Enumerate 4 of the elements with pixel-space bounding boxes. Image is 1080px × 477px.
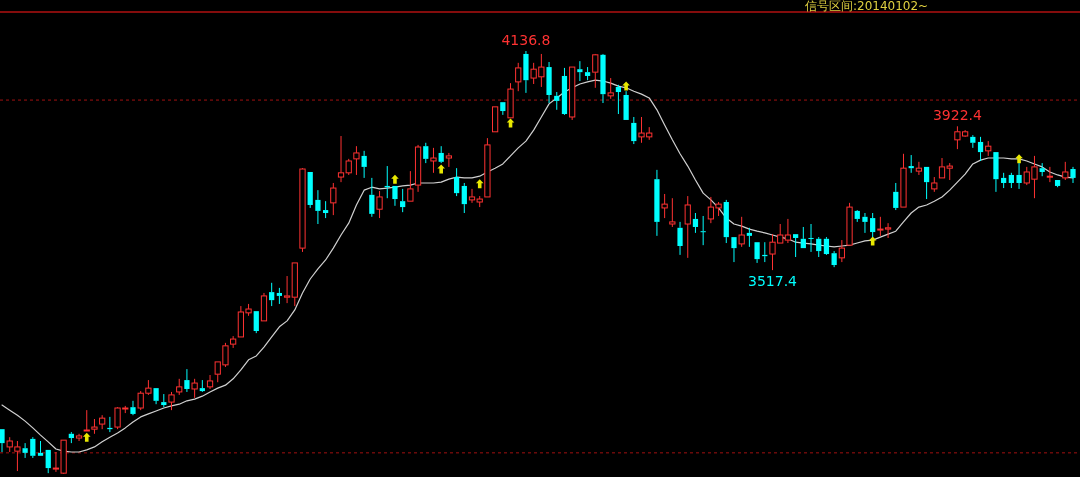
annotation: 4136.8 <box>501 32 551 48</box>
text: 信号区间:20140102~ <box>805 0 929 13</box>
annotation: 3517.4 <box>748 273 798 290</box>
annotation: 3922.4 <box>932 107 982 124</box>
